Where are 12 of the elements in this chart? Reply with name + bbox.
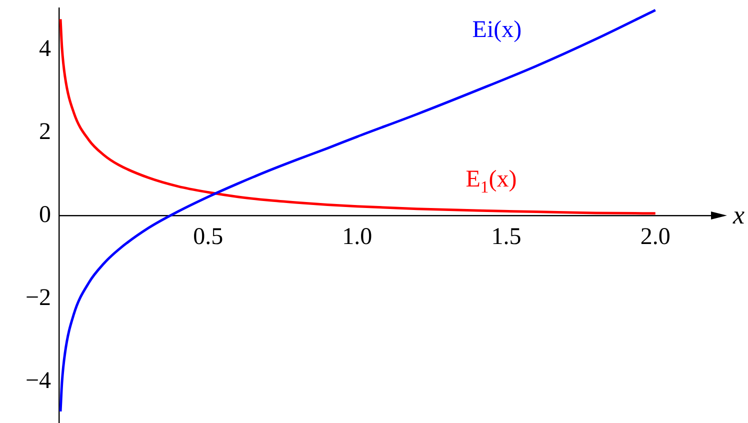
y-tick-label: 0 xyxy=(39,202,51,228)
line-series xyxy=(59,18,657,215)
y-tick-label: −4 xyxy=(25,368,51,394)
x-axis-title: x xyxy=(732,200,745,230)
x-tick-label: 0.5 xyxy=(193,224,224,250)
x-tick-label: 1.5 xyxy=(491,224,522,250)
series-label: Ei(x) xyxy=(472,17,522,44)
y-tick-label: 2 xyxy=(39,118,51,145)
y-tick-label: −2 xyxy=(25,284,51,311)
x-tick-label: 2.0 xyxy=(640,224,670,250)
y-tick-label: 4 xyxy=(39,36,51,62)
x-tick-label: 1.0 xyxy=(342,224,372,250)
